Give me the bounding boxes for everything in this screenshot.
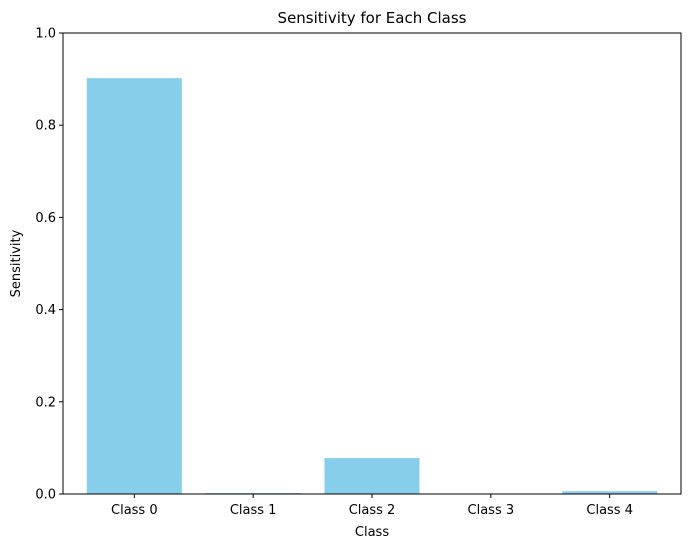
x-tick-label: Class 0 <box>111 503 158 518</box>
y-axis-label: Sensitivity <box>9 229 24 297</box>
chart-title: Sensitivity for Each Class <box>278 9 467 27</box>
bars-group <box>86 78 658 494</box>
y-axis: 0.0 0.2 0.4 0.6 0.8 1.0 <box>35 27 63 503</box>
y-tick-label: 1.0 <box>35 27 56 42</box>
x-tick-label: Class 2 <box>349 503 396 518</box>
x-axis-label: Class <box>355 525 389 540</box>
bar-class-4 <box>562 491 658 494</box>
x-tick-label: Class 3 <box>468 503 515 518</box>
y-tick-label: 0.6 <box>35 211 56 226</box>
bar-class-2 <box>324 458 420 494</box>
x-axis: Class 0 Class 1 Class 2 Class 3 Class 4 <box>111 494 633 518</box>
x-tick-label: Class 1 <box>230 503 277 518</box>
y-tick-label: 0.8 <box>35 119 56 134</box>
bar-class-0 <box>86 78 182 494</box>
plot-frame <box>62 32 682 495</box>
y-tick-label: 0.4 <box>35 303 56 318</box>
y-tick-label: 0.2 <box>35 395 56 410</box>
y-tick-label: 0.0 <box>35 488 56 503</box>
x-tick-label: Class 4 <box>586 503 633 518</box>
